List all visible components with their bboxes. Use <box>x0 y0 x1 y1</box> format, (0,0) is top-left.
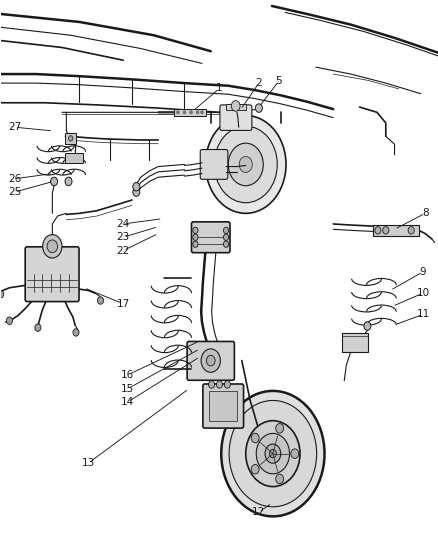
Circle shape <box>223 241 228 247</box>
Text: 17: 17 <box>117 298 130 309</box>
Circle shape <box>183 111 185 114</box>
Circle shape <box>7 317 12 325</box>
Circle shape <box>196 111 198 114</box>
Text: 14: 14 <box>121 397 134 407</box>
Bar <box>65 154 83 163</box>
Circle shape <box>251 464 258 474</box>
Text: 15: 15 <box>121 384 134 394</box>
Circle shape <box>245 421 299 487</box>
FancyBboxPatch shape <box>200 150 227 179</box>
Circle shape <box>224 381 230 388</box>
Circle shape <box>221 391 324 516</box>
Circle shape <box>47 240 57 253</box>
Circle shape <box>192 227 198 233</box>
Circle shape <box>133 182 140 191</box>
Text: 9: 9 <box>419 267 425 277</box>
Circle shape <box>236 106 244 116</box>
Text: 22: 22 <box>117 246 130 255</box>
Circle shape <box>256 433 289 474</box>
Circle shape <box>65 177 72 185</box>
Text: 23: 23 <box>117 232 130 243</box>
Circle shape <box>133 188 140 196</box>
Circle shape <box>97 297 103 304</box>
Text: 8: 8 <box>421 208 427 219</box>
Text: 12: 12 <box>252 507 265 517</box>
FancyBboxPatch shape <box>187 342 234 380</box>
Text: 2: 2 <box>255 78 261 88</box>
Bar <box>372 225 418 236</box>
Circle shape <box>239 157 252 172</box>
Circle shape <box>216 381 222 388</box>
Bar <box>341 333 367 352</box>
Circle shape <box>73 329 79 336</box>
Circle shape <box>50 177 57 185</box>
Circle shape <box>374 227 380 234</box>
Bar <box>173 109 206 116</box>
Text: 13: 13 <box>81 458 95 468</box>
Circle shape <box>231 101 240 111</box>
Circle shape <box>382 227 388 234</box>
FancyBboxPatch shape <box>202 384 243 428</box>
Circle shape <box>290 449 298 458</box>
Text: 27: 27 <box>8 122 21 132</box>
Bar <box>208 391 237 421</box>
Circle shape <box>205 116 286 213</box>
Text: 5: 5 <box>275 77 281 86</box>
Circle shape <box>223 234 228 240</box>
Circle shape <box>229 400 316 507</box>
Circle shape <box>68 136 73 141</box>
Text: 16: 16 <box>121 370 134 380</box>
FancyBboxPatch shape <box>25 247 79 302</box>
Text: 24: 24 <box>117 219 130 229</box>
Circle shape <box>251 433 258 443</box>
Circle shape <box>189 111 192 114</box>
Circle shape <box>407 227 413 234</box>
Circle shape <box>214 126 277 203</box>
FancyBboxPatch shape <box>191 222 230 253</box>
Text: 10: 10 <box>416 288 428 298</box>
Circle shape <box>176 111 179 114</box>
Circle shape <box>265 444 280 463</box>
Circle shape <box>42 235 62 258</box>
Text: 26: 26 <box>8 174 21 184</box>
Circle shape <box>269 449 276 458</box>
Circle shape <box>200 111 203 114</box>
Circle shape <box>255 104 262 112</box>
Bar <box>226 104 245 110</box>
Circle shape <box>192 241 198 247</box>
Circle shape <box>275 474 283 483</box>
Circle shape <box>275 424 283 433</box>
Text: 11: 11 <box>415 309 429 319</box>
FancyBboxPatch shape <box>219 105 251 131</box>
Circle shape <box>192 234 198 240</box>
Circle shape <box>201 349 220 372</box>
Bar <box>65 133 76 144</box>
Circle shape <box>363 322 370 330</box>
Circle shape <box>223 227 228 233</box>
Circle shape <box>206 356 215 366</box>
Circle shape <box>0 290 4 298</box>
Circle shape <box>228 143 263 185</box>
Text: 1: 1 <box>215 83 223 93</box>
Circle shape <box>35 324 41 332</box>
Circle shape <box>208 381 214 388</box>
Text: 25: 25 <box>8 187 21 197</box>
